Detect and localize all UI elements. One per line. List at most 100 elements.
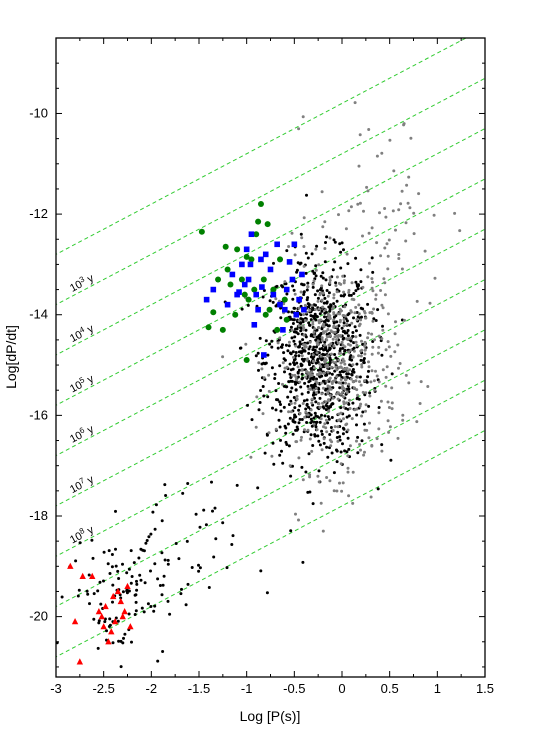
background-point — [266, 395, 270, 399]
background-point — [177, 557, 181, 561]
background-point — [339, 347, 342, 351]
background-point — [300, 236, 304, 240]
background-point — [300, 465, 304, 469]
background-point — [310, 370, 314, 374]
background-point — [160, 519, 164, 523]
background-point — [143, 581, 147, 585]
background-point — [347, 293, 351, 297]
background-point — [163, 558, 167, 562]
series-1-point — [270, 291, 277, 298]
background-point — [316, 434, 320, 438]
background-point — [418, 402, 422, 405]
background-point — [162, 574, 166, 578]
background-point — [320, 448, 324, 452]
background-point — [272, 261, 275, 265]
background-point — [352, 349, 356, 353]
background-point — [348, 323, 352, 327]
background-point — [351, 363, 355, 367]
background-point — [293, 401, 297, 405]
background-point — [298, 340, 302, 344]
background-point — [336, 341, 340, 345]
background-point — [107, 625, 111, 628]
series-2-point — [79, 572, 86, 579]
y-tick-label: -20 — [29, 609, 48, 624]
background-point — [249, 455, 253, 459]
background-point — [272, 462, 276, 466]
background-point — [315, 351, 319, 355]
background-point — [392, 169, 396, 173]
background-point — [328, 281, 332, 285]
series-1-point — [286, 259, 293, 265]
background-point — [397, 253, 401, 256]
background-point — [359, 318, 363, 322]
background-point — [117, 639, 121, 643]
background-point — [326, 384, 330, 388]
background-point — [330, 416, 334, 419]
background-point — [343, 362, 347, 366]
age-label-exponent: 5 — [78, 375, 87, 385]
background-point — [297, 354, 301, 358]
series-2-point — [89, 572, 96, 579]
background-point — [319, 354, 323, 358]
background-point — [246, 303, 250, 307]
series-2-point — [110, 592, 117, 600]
background-point — [341, 381, 345, 385]
background-point — [302, 293, 306, 296]
background-point — [313, 293, 317, 297]
background-point — [400, 189, 404, 193]
background-point — [398, 362, 402, 365]
background-point — [313, 308, 317, 311]
background-point — [428, 301, 432, 305]
background-point — [370, 443, 374, 447]
background-point — [326, 455, 330, 459]
background-point — [261, 295, 265, 299]
background-point — [98, 580, 102, 584]
background-point — [356, 435, 360, 439]
series-0-point — [227, 281, 234, 288]
background-point — [306, 428, 310, 432]
background-point — [297, 306, 301, 310]
background-point — [240, 307, 244, 311]
background-point — [366, 336, 370, 340]
series-0-point — [198, 228, 205, 235]
background-point — [301, 402, 305, 405]
background-point — [331, 268, 335, 272]
background-point — [346, 334, 350, 338]
background-point — [318, 443, 322, 447]
series-1-point — [301, 306, 307, 313]
background-point — [322, 320, 326, 324]
background-point — [293, 420, 297, 424]
age-label-base: 10 — [68, 429, 84, 445]
background-point — [295, 394, 299, 398]
background-point — [313, 327, 317, 331]
background-point — [363, 379, 366, 383]
background-point — [326, 415, 330, 419]
background-point — [353, 311, 357, 315]
background-point — [282, 357, 286, 361]
background-point — [345, 391, 349, 394]
background-point — [384, 348, 388, 352]
x-tick-label: 1.5 — [476, 681, 494, 696]
background-point — [320, 298, 324, 302]
background-point — [141, 548, 145, 552]
background-point — [312, 345, 316, 349]
background-point — [380, 449, 384, 453]
background-point — [390, 401, 394, 405]
background-point — [278, 336, 282, 340]
background-point — [364, 403, 368, 407]
background-point — [351, 355, 355, 359]
y-axis-title: Log[dP/dt] — [3, 325, 19, 389]
pulsar-population-points — [56, 101, 462, 669]
background-point — [324, 330, 328, 333]
background-point — [362, 453, 366, 457]
series-1-point — [280, 327, 286, 333]
background-point — [358, 201, 362, 205]
background-point — [270, 339, 274, 343]
age-label-unit: y — [83, 373, 97, 388]
background-point — [393, 350, 397, 354]
background-point — [103, 620, 107, 624]
background-point — [317, 263, 321, 267]
background-point — [123, 632, 127, 636]
background-point — [362, 357, 366, 360]
background-point — [348, 343, 352, 347]
